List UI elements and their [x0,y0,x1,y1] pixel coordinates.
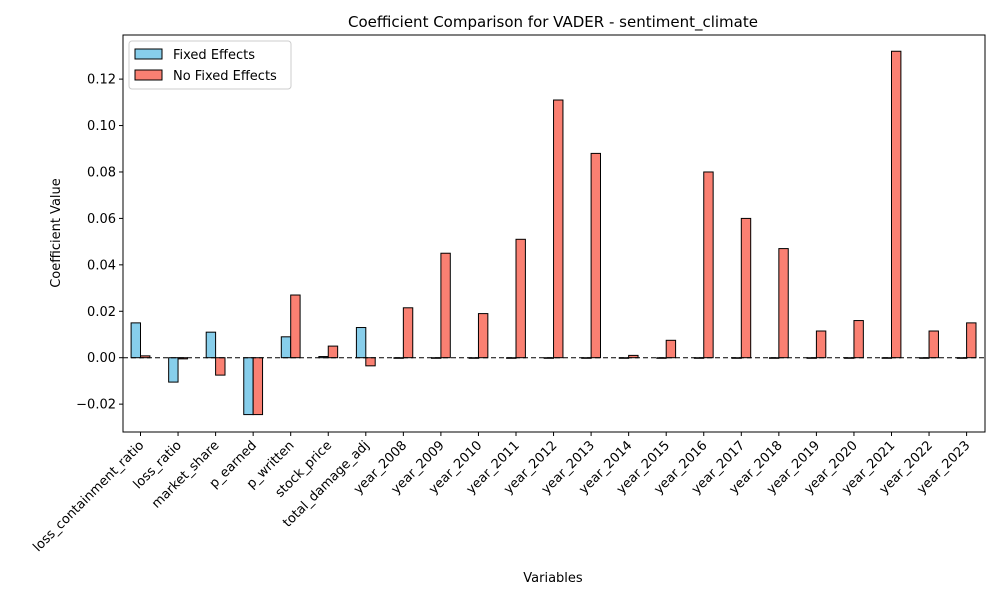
x-axis-label: Variables [523,571,583,586]
bar-no-fixed-effects-year_2018 [778,248,789,359]
bar-no-fixed-effects-loss_containment_ratio [140,355,151,359]
bar-no-fixed-effects-year_2017 [740,217,752,359]
bar-no-fixed-effects-year_2011 [515,238,526,359]
bar-no-fixed-effects-total_damage_adj [365,357,376,367]
x-tick-label: loss_containment_ratio [30,438,147,555]
bar-no-fixed-effects-year_2008 [402,307,414,359]
bar-no-fixed-effects-year_2015 [665,339,677,359]
y-tick-label: 0.02 [87,305,116,320]
bar-no-fixed-effects-stock_price [327,345,339,359]
bar-no-fixed-effects-p_earned [252,357,264,416]
bar-no-fixed-effects-year_2010 [477,313,489,359]
y-axis-label: Coefficient Value [49,178,64,288]
legend-swatch [134,69,163,81]
y-tick-label: 0.12 [87,73,116,88]
bar-no-fixed-effects-year_2014 [628,354,639,359]
legend-swatch [134,48,163,60]
bar-no-fixed-effects-market_share [215,357,226,376]
y-tick-label: 0.00 [87,351,116,366]
bar-no-fixed-effects-year_2021 [891,50,902,359]
plot-area: −0.02 0.00 0.02 0.04 0.06 0.08 0.10 0.12 loss_co… [30,34,986,555]
y-tick-label: −0.02 [76,398,116,413]
bar-fixed-effects-p_written [280,336,292,359]
y-tick-label: 0.10 [87,119,116,134]
legend: Fixed Effects No Fixed Effects [128,40,292,90]
legend-label: No Fixed Effects [173,69,277,84]
bar-no-fixed-effects-year_2009 [440,252,451,359]
bar-no-fixed-effects-year_2012 [553,99,564,359]
bar-no-fixed-effects-year_2013 [590,152,601,359]
bar-no-fixed-effects-year_2023 [966,322,977,359]
bar-fixed-effects-loss_ratio [168,357,179,383]
chart-title: Coefficient Comparison for VADER - senti… [348,13,758,32]
bar-no-fixed-effects-year_2022 [928,330,939,359]
bar-fixed-effects-market_share [205,331,217,359]
bar-no-fixed-effects-year_2019 [815,330,827,359]
bar-no-fixed-effects-p_written [290,294,301,359]
y-tick-label: 0.04 [87,258,116,273]
y-tick-label: 0.08 [87,165,116,180]
bar-fixed-effects-p_earned [243,357,254,416]
bar-fixed-effects-loss_containment_ratio [130,322,142,359]
bar-no-fixed-effects-year_2020 [853,320,864,359]
legend-label: Fixed Effects [173,48,255,63]
y-tick-label: 0.06 [87,212,116,227]
legend-box [128,40,292,90]
bar-fixed-effects-total_damage_adj [355,327,367,359]
bar-no-fixed-effects-year_2016 [703,171,714,359]
